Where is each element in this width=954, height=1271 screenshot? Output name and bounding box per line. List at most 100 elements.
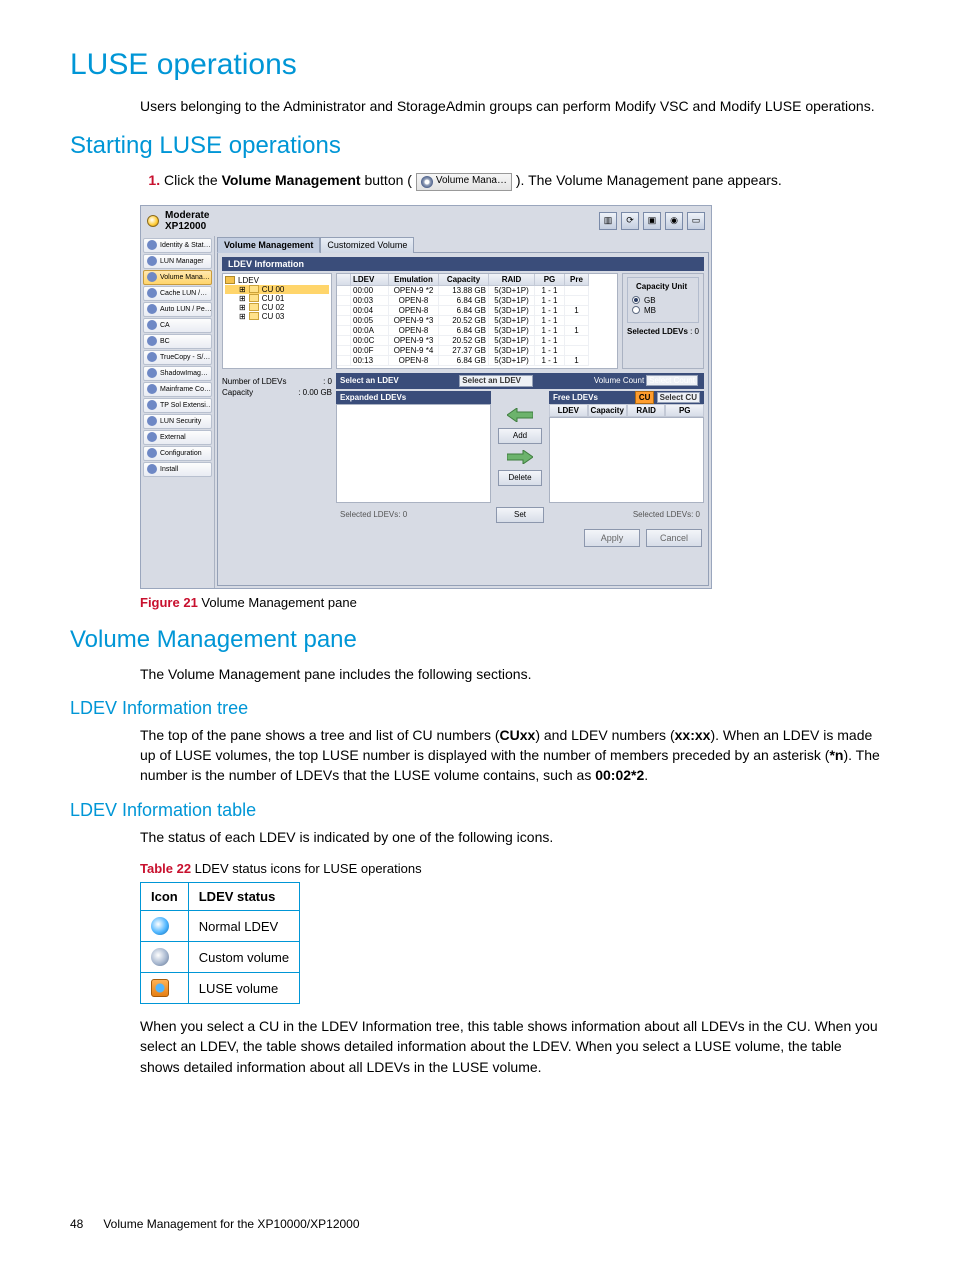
vol-count-dropdown[interactable]: Select Count: [646, 375, 698, 386]
sidebar-item[interactable]: Auto LUN / Pe…: [143, 302, 212, 317]
step1-post: ). The Volume Management pane appears.: [512, 172, 782, 188]
table-row[interactable]: 00:04OPEN-86.84 GB5(3D+1P)1 - 11: [337, 306, 617, 316]
table-row[interactable]: 00:05OPEN-9 *320.52 GB5(3D+1P)1 - 1: [337, 316, 617, 326]
table-cell: 5(3D+1P): [489, 326, 535, 336]
sidebar-item[interactable]: LUN Manager: [143, 254, 212, 269]
tree-b1: CUxx: [500, 727, 536, 743]
sidebar-item[interactable]: BC: [143, 334, 212, 349]
capacity-unit-title: Capacity Unit: [634, 282, 689, 291]
table-row: LUSE volume: [141, 973, 300, 1004]
figure-caption-text: Volume Management pane: [198, 595, 357, 610]
sidebar-item[interactable]: External: [143, 430, 212, 445]
sidebar-item[interactable]: Volume Mana…: [143, 270, 212, 285]
radio-icon: [632, 306, 640, 314]
sidebar-label: ShadowImag…: [160, 370, 208, 377]
free-col-header: PG: [665, 404, 704, 417]
table-row[interactable]: 00:0FOPEN-9 *427.37 GB5(3D+1P)1 - 1: [337, 346, 617, 356]
sidebar-item[interactable]: TP Sol Extensi…: [143, 398, 212, 413]
table-row[interactable]: 00:0COPEN-9 *320.52 GB5(3D+1P)1 - 1: [337, 336, 617, 346]
selected-ldevs-text: Selected LDEVs: [627, 327, 688, 336]
table-cell: 1 - 1: [535, 336, 565, 346]
table-row[interactable]: 00:00OPEN-9 *213.88 GB5(3D+1P)1 - 1: [337, 286, 617, 296]
sidebar-item[interactable]: ShadowImag…: [143, 366, 212, 381]
icon-cell: [141, 973, 189, 1004]
expanded-list[interactable]: [336, 404, 491, 503]
set-button[interactable]: Set: [496, 507, 544, 523]
step-1: Click the Volume Management button ( Vol…: [164, 170, 884, 190]
toolbar-icon[interactable]: ⟳: [621, 212, 639, 230]
select-ldev-dropdown[interactable]: Select an LDEV: [459, 375, 533, 387]
table-cell: OPEN-9 *2: [389, 286, 439, 296]
table-cell: 27.37 GB: [439, 346, 489, 356]
folder-icon: [249, 294, 259, 302]
sidebar-item[interactable]: Cache LUN /…: [143, 286, 212, 301]
table-cell: OPEN-9 *4: [389, 346, 439, 356]
tree-leaf[interactable]: ⊞ CU 03: [225, 312, 329, 321]
table-row[interactable]: 00:0AOPEN-86.84 GB5(3D+1P)1 - 11: [337, 326, 617, 336]
table-cell: 00:13: [351, 356, 389, 366]
free-list[interactable]: [549, 417, 704, 503]
selected-right: Selected LDEVs: 0: [633, 510, 700, 519]
table-row: Custom volume: [141, 942, 300, 973]
table-row[interactable]: 00:03OPEN-86.84 GB5(3D+1P)1 - 1: [337, 296, 617, 306]
tree-leaf[interactable]: ⊞ CU 01: [225, 294, 329, 303]
status-cell: Normal LDEV: [188, 911, 299, 942]
tree-root[interactable]: LDEV: [225, 276, 329, 285]
vol-count-label: Volume Count: [594, 376, 644, 385]
status-icon: [151, 948, 169, 966]
radio-gb[interactable]: GB: [632, 296, 694, 305]
sidebar-icon: [147, 464, 157, 474]
tab-vol-mgmt[interactable]: Volume Management: [217, 237, 320, 253]
sidebar-item[interactable]: Mainframe Co…: [143, 382, 212, 397]
sidebar-item[interactable]: Install: [143, 462, 212, 477]
apply-button[interactable]: Apply: [584, 529, 640, 547]
intro-paragraph: Users belonging to the Administrator and…: [140, 96, 884, 116]
sidebar-label: BC: [160, 338, 170, 345]
page-number: 48: [70, 1217, 100, 1231]
table-row[interactable]: 00:13OPEN-86.84 GB5(3D+1P)1 - 11: [337, 356, 617, 366]
num-ldevs-value: : 0: [323, 377, 332, 386]
table-cell: 6.84 GB: [439, 306, 489, 316]
toolbar-icon[interactable]: ◉: [665, 212, 683, 230]
sidebar-icon: [147, 320, 157, 330]
free-col-header: RAID: [627, 404, 666, 417]
status-cell: LUSE volume: [188, 973, 299, 1004]
tree-leaf-label: CU 01: [262, 294, 285, 303]
sidebar-item[interactable]: CA: [143, 318, 212, 333]
tab-customized-volume[interactable]: Customized Volume: [320, 237, 414, 253]
cu-dropdown[interactable]: Select CU: [657, 392, 700, 403]
table-header: Emulation: [389, 274, 439, 286]
tree-p1: The top of the pane shows a tree and lis…: [140, 727, 500, 743]
sidebar-item[interactable]: LUN Security: [143, 414, 212, 429]
sidebar-item[interactable]: TrueCopy - S/…: [143, 350, 212, 365]
sidebar-item[interactable]: Configuration: [143, 446, 212, 461]
table-cell: OPEN-9 *3: [389, 316, 439, 326]
table-cell: [337, 326, 351, 336]
tree-leaf[interactable]: ⊞ CU 00: [225, 285, 329, 294]
select-ldev-label: Select an LDEV: [340, 376, 399, 385]
ldev-table[interactable]: LDEVEmulationCapacityRAIDPGPre00:00OPEN-…: [336, 273, 618, 369]
sidebar-icon: [147, 384, 157, 394]
vol-mgmt-intro: The Volume Management pane includes the …: [140, 664, 884, 684]
toolbar-icon[interactable]: ▭: [687, 212, 705, 230]
radio-mb[interactable]: MB: [632, 306, 694, 315]
vol-mgmt-chip-label: Volume Mana…: [436, 174, 507, 189]
cancel-button[interactable]: Cancel: [646, 529, 702, 547]
table-cell: 1 - 1: [535, 346, 565, 356]
delete-button[interactable]: Delete: [498, 470, 542, 486]
table-cell: 00:03: [351, 296, 389, 306]
figure-caption: Figure 21 Volume Management pane: [140, 595, 884, 610]
sidebar-icon: [147, 256, 157, 266]
table-header: [337, 274, 351, 286]
table-cell: 1 - 1: [535, 286, 565, 296]
sidebar-item[interactable]: Identity & Stat…: [143, 238, 212, 253]
free-ldevs-bar: Free LDEVs CU Select CU: [549, 391, 704, 404]
table-cell: [565, 286, 589, 296]
add-button[interactable]: Add: [498, 428, 542, 444]
tree-leaf[interactable]: ⊞ CU 02: [225, 303, 329, 312]
ldev-tree[interactable]: LDEV ⊞ CU 00⊞ CU 01⊞ CU 02⊞ CU 03: [222, 273, 332, 369]
table-cell: 5(3D+1P): [489, 346, 535, 356]
table-cell: [337, 296, 351, 306]
toolbar-icon[interactable]: ▥: [599, 212, 617, 230]
toolbar-icon[interactable]: ▣: [643, 212, 661, 230]
